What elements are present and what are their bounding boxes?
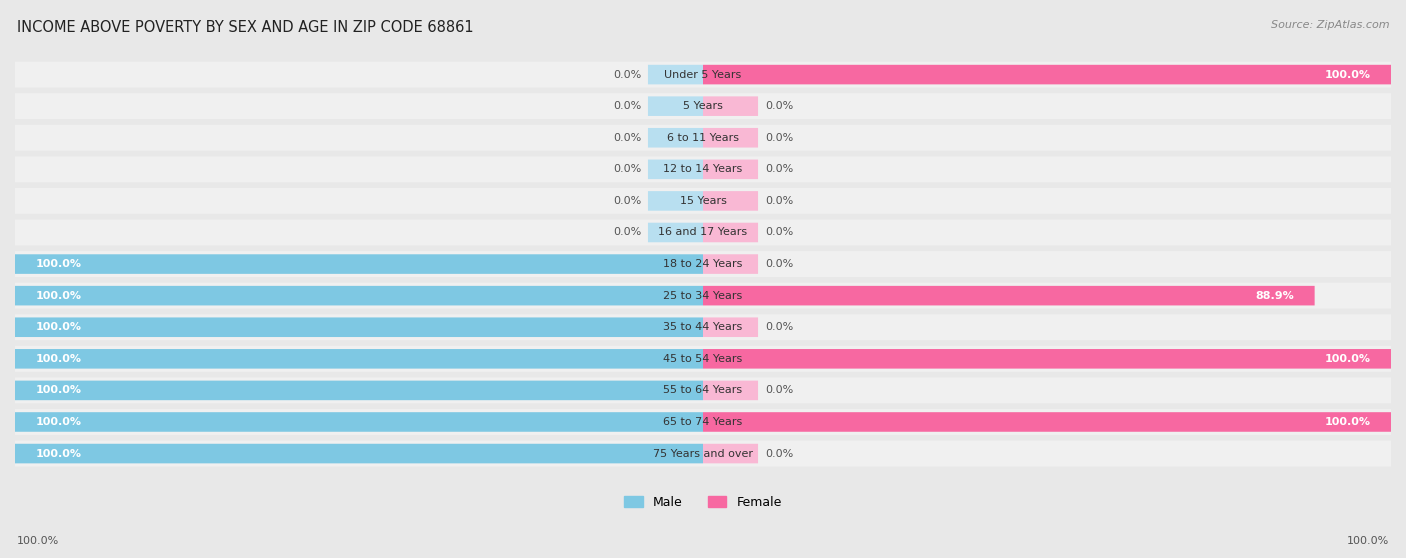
Text: 0.0%: 0.0% bbox=[613, 164, 641, 174]
FancyBboxPatch shape bbox=[648, 128, 703, 147]
FancyBboxPatch shape bbox=[648, 191, 703, 211]
Text: 0.0%: 0.0% bbox=[765, 449, 793, 459]
Text: 0.0%: 0.0% bbox=[613, 70, 641, 80]
FancyBboxPatch shape bbox=[15, 93, 1391, 119]
FancyBboxPatch shape bbox=[703, 318, 758, 337]
Text: 0.0%: 0.0% bbox=[613, 101, 641, 111]
FancyBboxPatch shape bbox=[703, 412, 1391, 432]
Text: 45 to 54 Years: 45 to 54 Years bbox=[664, 354, 742, 364]
Text: 0.0%: 0.0% bbox=[765, 228, 793, 238]
FancyBboxPatch shape bbox=[15, 349, 703, 369]
FancyBboxPatch shape bbox=[703, 381, 758, 400]
FancyBboxPatch shape bbox=[703, 444, 758, 463]
Text: INCOME ABOVE POVERTY BY SEX AND AGE IN ZIP CODE 68861: INCOME ABOVE POVERTY BY SEX AND AGE IN Z… bbox=[17, 20, 474, 35]
Text: 0.0%: 0.0% bbox=[765, 259, 793, 269]
Text: 0.0%: 0.0% bbox=[613, 196, 641, 206]
FancyBboxPatch shape bbox=[703, 128, 758, 147]
Text: 100.0%: 100.0% bbox=[35, 354, 82, 364]
Text: 100.0%: 100.0% bbox=[17, 536, 59, 546]
Text: 0.0%: 0.0% bbox=[613, 228, 641, 238]
Text: 100.0%: 100.0% bbox=[35, 417, 82, 427]
Text: 6 to 11 Years: 6 to 11 Years bbox=[666, 133, 740, 143]
Text: 100.0%: 100.0% bbox=[1324, 354, 1371, 364]
Text: 0.0%: 0.0% bbox=[765, 386, 793, 396]
FancyBboxPatch shape bbox=[703, 191, 758, 211]
Text: 100.0%: 100.0% bbox=[1324, 417, 1371, 427]
Text: 55 to 64 Years: 55 to 64 Years bbox=[664, 386, 742, 396]
Text: 88.9%: 88.9% bbox=[1256, 291, 1294, 301]
FancyBboxPatch shape bbox=[15, 286, 703, 305]
FancyBboxPatch shape bbox=[15, 251, 1391, 277]
Text: 0.0%: 0.0% bbox=[765, 196, 793, 206]
FancyBboxPatch shape bbox=[15, 412, 703, 432]
FancyBboxPatch shape bbox=[15, 156, 1391, 182]
FancyBboxPatch shape bbox=[15, 61, 1391, 88]
Text: 15 Years: 15 Years bbox=[679, 196, 727, 206]
Text: 100.0%: 100.0% bbox=[35, 291, 82, 301]
FancyBboxPatch shape bbox=[648, 65, 703, 84]
Text: 100.0%: 100.0% bbox=[35, 386, 82, 396]
FancyBboxPatch shape bbox=[15, 314, 1391, 340]
Legend: Male, Female: Male, Female bbox=[619, 491, 787, 514]
Text: 18 to 24 Years: 18 to 24 Years bbox=[664, 259, 742, 269]
Text: 100.0%: 100.0% bbox=[35, 259, 82, 269]
Text: 0.0%: 0.0% bbox=[613, 133, 641, 143]
FancyBboxPatch shape bbox=[15, 283, 1391, 309]
FancyBboxPatch shape bbox=[703, 97, 758, 116]
FancyBboxPatch shape bbox=[15, 219, 1391, 246]
FancyBboxPatch shape bbox=[15, 409, 1391, 435]
FancyBboxPatch shape bbox=[703, 286, 1315, 305]
Text: 0.0%: 0.0% bbox=[765, 322, 793, 332]
Text: Under 5 Years: Under 5 Years bbox=[665, 70, 741, 80]
FancyBboxPatch shape bbox=[703, 160, 758, 179]
Text: 16 and 17 Years: 16 and 17 Years bbox=[658, 228, 748, 238]
Text: 65 to 74 Years: 65 to 74 Years bbox=[664, 417, 742, 427]
FancyBboxPatch shape bbox=[15, 254, 703, 274]
FancyBboxPatch shape bbox=[15, 188, 1391, 214]
Text: 35 to 44 Years: 35 to 44 Years bbox=[664, 322, 742, 332]
Text: 5 Years: 5 Years bbox=[683, 101, 723, 111]
FancyBboxPatch shape bbox=[703, 223, 758, 242]
FancyBboxPatch shape bbox=[703, 349, 1391, 369]
Text: 100.0%: 100.0% bbox=[1347, 536, 1389, 546]
Text: 25 to 34 Years: 25 to 34 Years bbox=[664, 291, 742, 301]
FancyBboxPatch shape bbox=[15, 125, 1391, 151]
Text: 75 Years and over: 75 Years and over bbox=[652, 449, 754, 459]
FancyBboxPatch shape bbox=[703, 65, 1391, 84]
Text: 12 to 14 Years: 12 to 14 Years bbox=[664, 164, 742, 174]
FancyBboxPatch shape bbox=[703, 254, 758, 274]
FancyBboxPatch shape bbox=[15, 377, 1391, 403]
FancyBboxPatch shape bbox=[15, 444, 703, 463]
Text: Source: ZipAtlas.com: Source: ZipAtlas.com bbox=[1271, 20, 1389, 30]
Text: 100.0%: 100.0% bbox=[1324, 70, 1371, 80]
FancyBboxPatch shape bbox=[15, 346, 1391, 372]
FancyBboxPatch shape bbox=[15, 318, 703, 337]
FancyBboxPatch shape bbox=[648, 223, 703, 242]
Text: 0.0%: 0.0% bbox=[765, 164, 793, 174]
Text: 0.0%: 0.0% bbox=[765, 133, 793, 143]
FancyBboxPatch shape bbox=[15, 381, 703, 400]
FancyBboxPatch shape bbox=[15, 441, 1391, 466]
Text: 0.0%: 0.0% bbox=[765, 101, 793, 111]
Text: 100.0%: 100.0% bbox=[35, 449, 82, 459]
FancyBboxPatch shape bbox=[648, 97, 703, 116]
Text: 100.0%: 100.0% bbox=[35, 322, 82, 332]
FancyBboxPatch shape bbox=[648, 160, 703, 179]
